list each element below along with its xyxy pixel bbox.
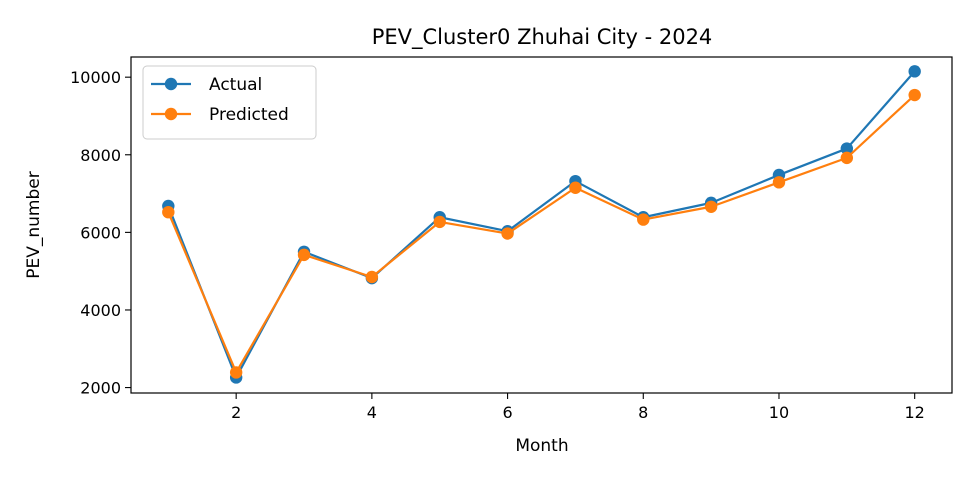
data-point-predicted [637, 213, 650, 226]
x-axis-label: Month [515, 436, 568, 456]
data-point-actual [840, 142, 854, 155]
x-tick-label: 12 [905, 403, 925, 422]
x-tick-label: 2 [231, 403, 241, 422]
x-tick-label: 6 [502, 403, 512, 422]
plot-frame [130, 56, 953, 394]
legend-label-predicted: Predicted [209, 105, 289, 125]
data-point-predicted [704, 200, 718, 213]
legend-label-actual: Actual [209, 75, 262, 95]
data-point-actual [908, 65, 921, 78]
data-point-predicted [569, 181, 582, 194]
y-tick-label: 10000 [70, 68, 121, 87]
data-point-predicted [229, 366, 243, 379]
y-axis-label: PEV_number [24, 171, 44, 278]
legend: Actual Predicted [142, 65, 317, 140]
series-line-predicted [167, 94, 916, 374]
data-point-predicted [433, 215, 446, 229]
y-tick-label: 4000 [80, 301, 121, 320]
data-point-predicted [365, 270, 379, 284]
x-tick-label: 10 [769, 403, 789, 422]
data-point-predicted [162, 205, 175, 219]
data-point-predicted [908, 88, 921, 102]
data-point-predicted [297, 248, 311, 262]
y-tick-label: 6000 [80, 223, 121, 242]
data-point-predicted [501, 227, 514, 240]
x-tick-label: 8 [638, 403, 648, 422]
data-point-predicted [840, 151, 854, 165]
chart-title: PEV_Cluster0 Zhuhai City - 2024 [372, 25, 713, 50]
legend-marker-predicted [164, 107, 178, 121]
y-tick-label: 8000 [80, 146, 121, 165]
y-tick-label: 2000 [80, 379, 121, 398]
x-tick-label: 4 [367, 403, 377, 422]
legend-marker-actual [164, 77, 178, 91]
data-point-predicted [772, 176, 786, 189]
